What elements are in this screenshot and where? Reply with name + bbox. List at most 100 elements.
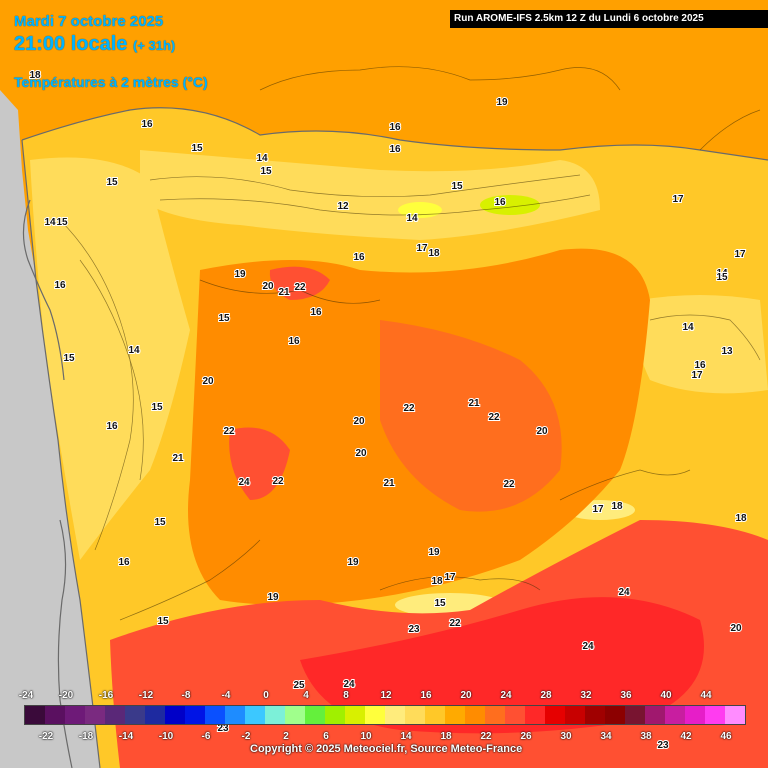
temperature-value-label: 25: [293, 680, 305, 691]
temperature-value-label: 13: [721, 346, 733, 357]
legend-label-top: -8: [181, 690, 191, 701]
temperature-value-label: 15: [106, 177, 118, 188]
legend-swatch: [505, 706, 525, 724]
temperature-value-label: 24: [238, 477, 250, 488]
legend-swatch: [105, 706, 125, 724]
local-time: 21:00 locale: [14, 33, 128, 55]
legend-swatch: [465, 706, 485, 724]
legend-label-bottom: 26: [520, 731, 532, 742]
legend-label-bottom: 42: [680, 731, 692, 742]
temperature-value-label: 20: [536, 426, 548, 437]
legend-label-bottom: -2: [241, 731, 251, 742]
temperature-value-label: 21: [172, 453, 184, 464]
temperature-value-label: 23: [408, 624, 420, 635]
legend-label-top: 32: [580, 690, 592, 701]
run-info: Run AROME-IFS 2.5km 12 Z du Lundi 6 octo…: [450, 10, 768, 28]
legend-swatch: [285, 706, 305, 724]
legend-label-top: -4: [221, 690, 231, 701]
temperature-value-label: 16: [389, 122, 401, 133]
temperature-value-label: 19: [234, 269, 246, 280]
legend-label-bottom: -6: [201, 731, 211, 742]
temperature-value-label: 22: [223, 426, 235, 437]
parameter-title: Températures à 2 mètres (°C): [14, 74, 208, 90]
legend-swatch: [185, 706, 205, 724]
temperature-value-label: 16: [141, 119, 153, 130]
cold-spot: [480, 195, 540, 215]
legend-swatch: [225, 706, 245, 724]
temperature-value-label: 14: [256, 153, 268, 164]
temperature-value-label: 15: [191, 143, 203, 154]
temperature-value-label: 22: [294, 282, 306, 293]
temperature-value-label: 14: [406, 213, 418, 224]
temperature-value-label: 15: [716, 272, 728, 283]
meseta-dark: [380, 320, 562, 512]
temperature-value-label: 20: [262, 281, 274, 292]
legend-swatch: [305, 706, 325, 724]
temperature-value-label: 14: [44, 217, 56, 228]
legend-swatch: [25, 706, 45, 724]
temperature-value-label: 15: [63, 353, 75, 364]
legend-label-top: 16: [420, 690, 432, 701]
temperature-value-label: 24: [582, 641, 594, 652]
temperature-value-label: 18: [431, 576, 443, 587]
forecast-date: Mardi 7 octobre 2025: [14, 13, 164, 30]
temperature-value-label: 23: [217, 723, 229, 734]
temperature-value-label: 20: [355, 448, 367, 459]
legend-label-top: 44: [700, 690, 712, 701]
copyright: Copyright © 2025 Meteociel.fr, Source Me…: [250, 743, 523, 755]
contour-lines: [59, 66, 761, 621]
legend-label-bottom: 38: [640, 731, 652, 742]
temperature-value-label: 17: [691, 370, 703, 381]
legend-swatch: [45, 706, 65, 724]
legend-swatch: [345, 706, 365, 724]
temperature-value-label: 19: [347, 557, 359, 568]
temperature-value-label: 15: [151, 402, 163, 413]
iberian-range: [636, 295, 768, 394]
legend-label-top: 28: [540, 690, 552, 701]
coastline-west: [21, 139, 101, 768]
legend-swatch: [205, 706, 225, 724]
temperature-value-label: 17: [672, 194, 684, 205]
temperature-value-label: 22: [223, 426, 235, 437]
legend-swatch: [485, 706, 505, 724]
temperature-value-label: 20: [202, 376, 214, 387]
legend-swatch: [425, 706, 445, 724]
legend-swatch: [385, 706, 405, 724]
legend-label-bottom: 14: [400, 731, 412, 742]
legend-label-top: 36: [620, 690, 632, 701]
temperature-value-label: 17: [592, 504, 604, 515]
legend-swatch: [545, 706, 565, 724]
legend-swatch: [405, 706, 425, 724]
legend-swatch: [725, 706, 745, 724]
temperature-value-label: 16: [288, 336, 300, 347]
temperature-value-label: 15: [157, 616, 169, 627]
legend-label-top: -12: [138, 690, 154, 701]
legend-swatch: [685, 706, 705, 724]
legend-label-bottom: 6: [323, 731, 329, 742]
legend-swatch: [445, 706, 465, 724]
legend-swatch: [145, 706, 165, 724]
legend-label-top: 8: [343, 690, 349, 701]
temperature-value-label: 19: [496, 97, 508, 108]
outside-domain: [0, 90, 100, 768]
legend-label-top: -20: [58, 690, 74, 701]
legend-swatch: [325, 706, 345, 724]
warm-spot-north: [269, 266, 330, 300]
temperature-value-label: 15: [218, 313, 230, 324]
legend-swatch: [125, 706, 145, 724]
legend-label-bottom: -18: [78, 731, 94, 742]
legend-label-bottom: -22: [38, 731, 54, 742]
legend-label-bottom: 18: [440, 731, 452, 742]
temperature-value-label: 16: [389, 144, 401, 155]
legend-swatch: [245, 706, 265, 724]
temperature-value-label: 16: [494, 197, 506, 208]
temperature-value-label: 20: [353, 416, 365, 427]
temperature-value-label: 16: [694, 360, 706, 371]
temperature-value-label: 22: [403, 403, 415, 414]
legend-swatch: [625, 706, 645, 724]
legend-label-top: 4: [303, 690, 309, 701]
temperature-value-label: 21: [383, 478, 395, 489]
temperature-value-label: 18: [611, 501, 623, 512]
legend-label-top: 12: [380, 690, 392, 701]
